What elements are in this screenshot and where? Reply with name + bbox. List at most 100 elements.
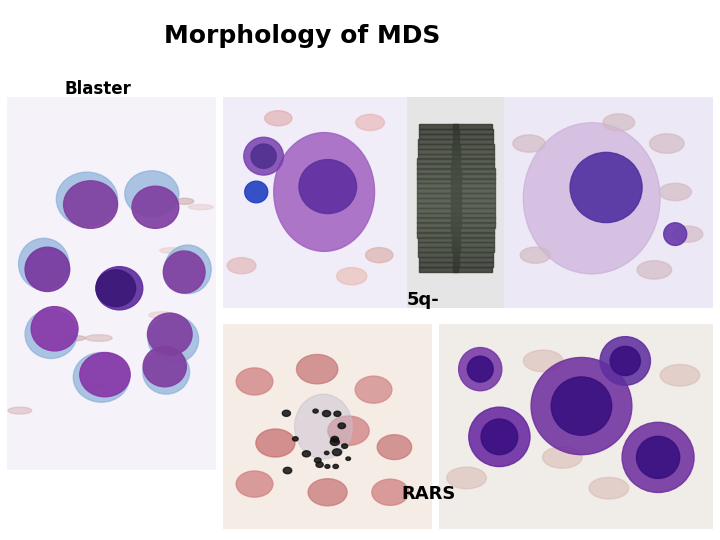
Bar xyxy=(454,267,492,272)
Bar xyxy=(418,227,461,233)
Ellipse shape xyxy=(143,350,189,394)
Ellipse shape xyxy=(64,335,85,341)
Bar xyxy=(451,232,495,238)
Ellipse shape xyxy=(294,394,352,459)
Bar xyxy=(452,247,494,252)
Ellipse shape xyxy=(86,335,112,341)
Bar xyxy=(452,242,494,247)
Bar xyxy=(451,188,495,193)
Bar xyxy=(418,148,460,154)
Ellipse shape xyxy=(366,247,393,263)
Circle shape xyxy=(334,411,341,416)
Bar xyxy=(417,168,461,174)
Bar xyxy=(451,183,495,188)
Bar xyxy=(420,267,459,272)
Bar xyxy=(418,232,460,238)
Bar xyxy=(417,178,461,184)
Bar xyxy=(451,164,495,168)
Circle shape xyxy=(333,464,338,469)
Circle shape xyxy=(325,464,330,468)
Bar xyxy=(451,178,495,184)
Circle shape xyxy=(283,467,292,474)
Bar xyxy=(453,134,493,139)
Bar xyxy=(451,198,495,203)
Ellipse shape xyxy=(543,447,582,468)
Ellipse shape xyxy=(637,261,672,279)
Bar xyxy=(453,256,493,262)
Ellipse shape xyxy=(96,270,135,307)
Ellipse shape xyxy=(236,368,273,395)
Bar xyxy=(439,324,713,529)
Ellipse shape xyxy=(274,133,374,252)
Ellipse shape xyxy=(523,123,660,274)
Ellipse shape xyxy=(336,267,366,285)
Bar xyxy=(419,134,459,139)
Bar xyxy=(451,218,495,223)
Ellipse shape xyxy=(467,356,493,382)
Ellipse shape xyxy=(622,422,694,492)
Bar xyxy=(452,139,493,144)
Ellipse shape xyxy=(610,346,640,375)
Bar xyxy=(417,183,461,188)
Bar xyxy=(419,129,459,134)
Ellipse shape xyxy=(481,419,518,455)
Ellipse shape xyxy=(523,350,563,372)
Bar xyxy=(451,202,495,208)
Ellipse shape xyxy=(25,247,70,292)
Bar xyxy=(451,227,495,233)
Bar xyxy=(453,262,492,267)
Ellipse shape xyxy=(589,477,629,499)
Bar xyxy=(451,158,495,164)
Ellipse shape xyxy=(8,407,32,414)
Ellipse shape xyxy=(73,353,130,402)
Bar xyxy=(452,252,493,257)
Bar xyxy=(453,129,492,134)
Circle shape xyxy=(342,444,348,448)
Ellipse shape xyxy=(149,312,174,319)
Ellipse shape xyxy=(297,354,338,384)
Bar xyxy=(418,144,459,149)
Ellipse shape xyxy=(672,226,703,242)
Bar xyxy=(418,252,459,257)
Circle shape xyxy=(292,437,298,441)
Bar xyxy=(452,144,494,149)
Bar xyxy=(7,97,216,470)
Ellipse shape xyxy=(96,267,143,310)
Ellipse shape xyxy=(552,377,612,435)
Ellipse shape xyxy=(649,134,684,153)
Bar xyxy=(418,164,461,168)
Ellipse shape xyxy=(308,479,347,506)
Ellipse shape xyxy=(469,407,530,467)
Ellipse shape xyxy=(636,436,680,478)
Ellipse shape xyxy=(80,353,130,397)
Bar xyxy=(451,168,495,174)
Bar xyxy=(417,213,461,218)
Circle shape xyxy=(313,409,318,413)
Ellipse shape xyxy=(570,152,642,222)
Ellipse shape xyxy=(189,205,213,210)
Bar xyxy=(451,193,495,198)
Ellipse shape xyxy=(148,316,199,363)
Bar xyxy=(451,237,494,242)
Ellipse shape xyxy=(256,429,295,457)
Text: Morphology of MDS: Morphology of MDS xyxy=(164,24,441,48)
Bar xyxy=(417,207,461,213)
Ellipse shape xyxy=(513,135,545,152)
Bar xyxy=(451,213,495,218)
Bar xyxy=(223,324,432,529)
Ellipse shape xyxy=(160,248,184,253)
Bar xyxy=(418,153,460,159)
Bar xyxy=(407,97,504,308)
Ellipse shape xyxy=(63,181,117,228)
Bar xyxy=(420,124,459,130)
Ellipse shape xyxy=(143,346,186,387)
Ellipse shape xyxy=(176,198,194,204)
Ellipse shape xyxy=(132,186,179,228)
Circle shape xyxy=(282,410,290,416)
Bar xyxy=(418,158,460,164)
Bar xyxy=(452,148,494,154)
Ellipse shape xyxy=(520,247,550,264)
Ellipse shape xyxy=(25,310,77,359)
Bar xyxy=(417,198,461,203)
Bar xyxy=(417,193,461,198)
